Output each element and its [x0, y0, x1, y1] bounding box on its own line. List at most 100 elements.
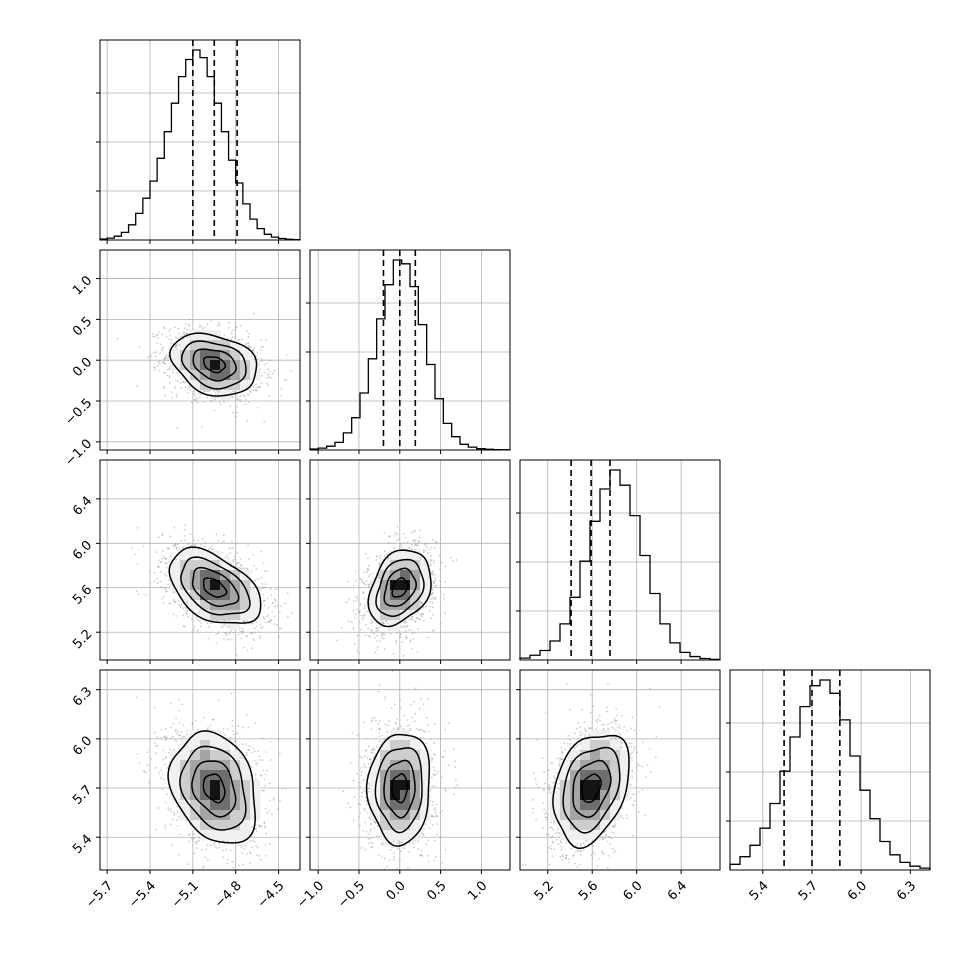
- pair-1-0-point: [285, 378, 288, 381]
- pair-3-0-point: [268, 810, 271, 812]
- pair-2-1-point: [353, 643, 356, 646]
- pair-2-0-point: [230, 629, 233, 632]
- pair-2-1-point: [414, 538, 417, 541]
- pair-2-0-point: [178, 547, 181, 550]
- pair-1-0-point: [193, 393, 195, 395]
- pair-2-1-point: [414, 540, 416, 543]
- pair-2-0-point: [153, 580, 156, 583]
- pair-3-0-point: [138, 762, 141, 765]
- pair-2-0-point: [242, 567, 245, 570]
- pair-2-0-point: [264, 583, 267, 585]
- pair-2-1-point: [430, 547, 433, 549]
- pair-2-0-point: [182, 607, 185, 610]
- pair-2-1-cell: [410, 550, 421, 561]
- pair-2-0-point: [137, 593, 140, 596]
- pair-2-1-point: [426, 542, 428, 545]
- pair-2-0-point: [192, 539, 195, 542]
- pair-3-0-point: [171, 844, 174, 846]
- pair-2-0-cell: [240, 610, 251, 621]
- pair-2-1-point: [414, 529, 417, 532]
- pair-2-0-cell: [210, 580, 221, 591]
- pair-2-1-point: [363, 571, 366, 574]
- pair-2-0-point: [231, 540, 233, 543]
- pair-2-0-point: [206, 622, 209, 625]
- pair-2-0-cell: [200, 570, 211, 581]
- pair-2-0-point: [168, 579, 170, 582]
- pair-1-0-cell: [210, 380, 221, 391]
- pair-3-0-point: [264, 825, 267, 827]
- pair-2-0-point: [157, 566, 160, 569]
- pair-1-0-point: [176, 380, 179, 383]
- pair-1-0-point: [248, 333, 251, 335]
- pair-2-1-point: [410, 610, 413, 612]
- pair-2-1-point: [429, 564, 432, 567]
- pair-2-1-point: [369, 635, 371, 638]
- pair-2-0-point: [159, 580, 162, 583]
- pair-2-1-point: [376, 648, 379, 651]
- pair-2-0-point: [187, 615, 190, 618]
- pair-2-1-point: [361, 580, 364, 583]
- pair-2-0-point: [257, 578, 259, 581]
- pair-2-1-point: [364, 604, 366, 607]
- pair-2-0-point: [221, 626, 223, 629]
- pair-1-0-point: [263, 372, 266, 374]
- pair-1-0-point: [214, 392, 217, 395]
- hist-2-steps: [519, 469, 721, 661]
- pair-2-0-point: [235, 552, 238, 554]
- pair-2-1-point: [431, 573, 434, 576]
- pair-2-0-point: [173, 526, 176, 529]
- pair-2-0-point: [262, 586, 265, 589]
- pair-2-1-point: [347, 580, 350, 583]
- pair-1-0-point: [161, 333, 163, 336]
- pair-3-0-point: [176, 810, 179, 813]
- pair-2-1-point: [366, 571, 369, 573]
- pair-1-0-point: [249, 390, 252, 393]
- pair-2-1-cell: [370, 600, 381, 611]
- pair-1-0-point: [183, 327, 186, 330]
- pair-2-1-point: [362, 616, 365, 619]
- pair-1-0-point: [154, 369, 157, 371]
- pair-3-0-point: [231, 730, 234, 732]
- pair-2-1-point: [416, 616, 418, 619]
- pair-2-1-point: [422, 606, 425, 609]
- pair-2-1-point: [433, 547, 436, 549]
- pair-2-1-point: [406, 625, 409, 627]
- pair-2-1-point: [416, 628, 419, 631]
- pair-2-1-point: [352, 628, 355, 631]
- pair-1-0-cell: [210, 340, 221, 351]
- pair-1-0-point: [166, 368, 169, 371]
- pair-2-1-point: [352, 600, 355, 603]
- pair-2-1-point: [410, 647, 413, 650]
- pair-1-0-point: [218, 401, 221, 404]
- pair-2-0-point: [251, 554, 254, 556]
- pair-2-1-contour-3: [367, 549, 432, 628]
- pair-1-0-point: [255, 388, 257, 391]
- pair-2-0-point: [197, 611, 200, 614]
- hist-2-frame: [519, 459, 721, 661]
- pair-2-1-cell: [390, 580, 401, 591]
- pair-1-0-point: [154, 335, 157, 338]
- pair-1-0-point: [248, 346, 251, 349]
- pair-2-0-point: [164, 562, 167, 564]
- pair-1-0-cell: [180, 370, 191, 381]
- pair-1-0-point: [176, 371, 179, 374]
- pair-2-1-point: [356, 634, 359, 637]
- pair-1-0-point: [231, 336, 234, 339]
- pair-2-0-point: [170, 555, 172, 557]
- pair-2-0-point: [155, 551, 158, 553]
- pair-2-1-point: [433, 561, 435, 564]
- pair-2-1-point: [430, 617, 432, 620]
- pair-1-0-point: [232, 390, 235, 393]
- pair-1-0-point: [246, 330, 249, 332]
- pair-1-0-point: [223, 334, 226, 337]
- pair-2-0-point: [217, 632, 220, 635]
- pair-2-0-point: [241, 632, 244, 635]
- pair-1-0-point: [179, 381, 182, 384]
- pair-1-0-point: [150, 355, 153, 358]
- pair-2-0-point: [199, 620, 201, 623]
- pair-1-0-point: [184, 381, 187, 384]
- pair-2-0-point: [223, 623, 226, 626]
- pair-2-1-point: [414, 631, 417, 634]
- pair-1-0-point: [162, 346, 164, 349]
- hist-panel-1: [306, 249, 511, 451]
